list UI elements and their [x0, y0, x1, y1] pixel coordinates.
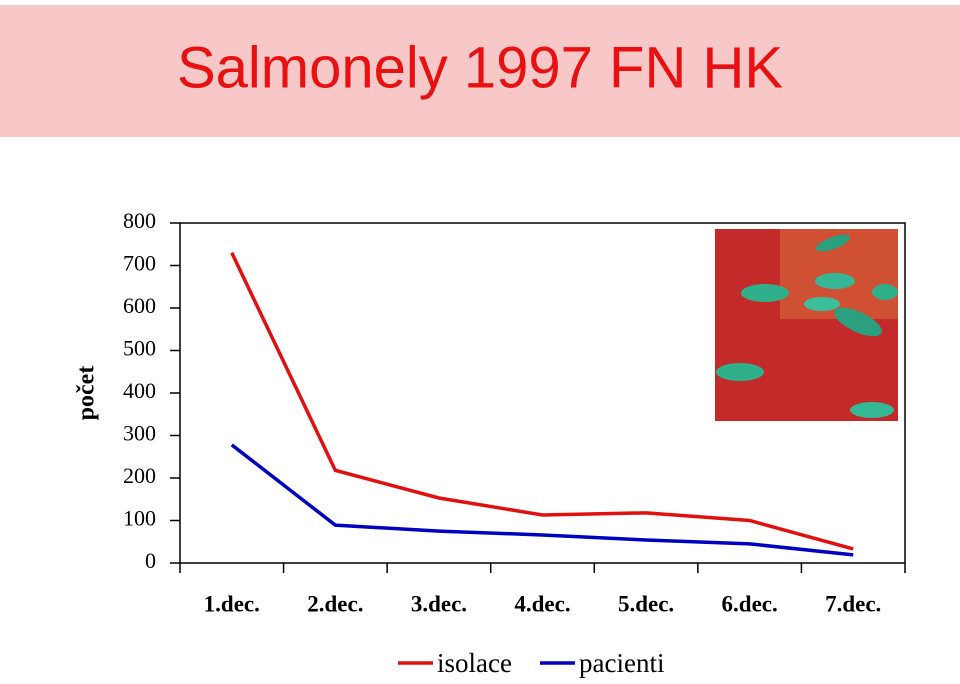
legend-label: isolace	[437, 648, 512, 678]
y-tick-label: 300	[123, 421, 156, 446]
y-tick-label: 400	[123, 378, 156, 403]
x-tick-label: 7.dec.	[825, 591, 881, 616]
x-tick-label: 3.dec.	[411, 591, 467, 616]
y-tick-label: 800	[123, 208, 156, 233]
y-tick-label: 200	[123, 463, 156, 488]
series-line	[230, 443, 854, 557]
x-tick-label: 1.dec.	[204, 591, 260, 616]
legend-label: pacienti	[579, 648, 664, 678]
chart-title: Salmonely 1997 FN HK	[177, 35, 783, 100]
x-tick-label: 6.dec.	[722, 591, 778, 616]
y-tick-label: 700	[123, 251, 156, 276]
y-tick-label: 500	[123, 336, 156, 361]
x-tick-label: 5.dec.	[618, 591, 674, 616]
y-axis-label: počet	[74, 366, 100, 421]
y-tick-label: 600	[123, 293, 156, 318]
title-band	[0, 5, 960, 137]
x-tick-label: 4.dec.	[514, 591, 570, 616]
y-tick-label: 0	[145, 548, 156, 573]
x-tick-label: 2.dec.	[307, 591, 363, 616]
photo	[715, 229, 898, 421]
series-line	[230, 251, 854, 551]
y-tick-label: 100	[123, 506, 156, 531]
